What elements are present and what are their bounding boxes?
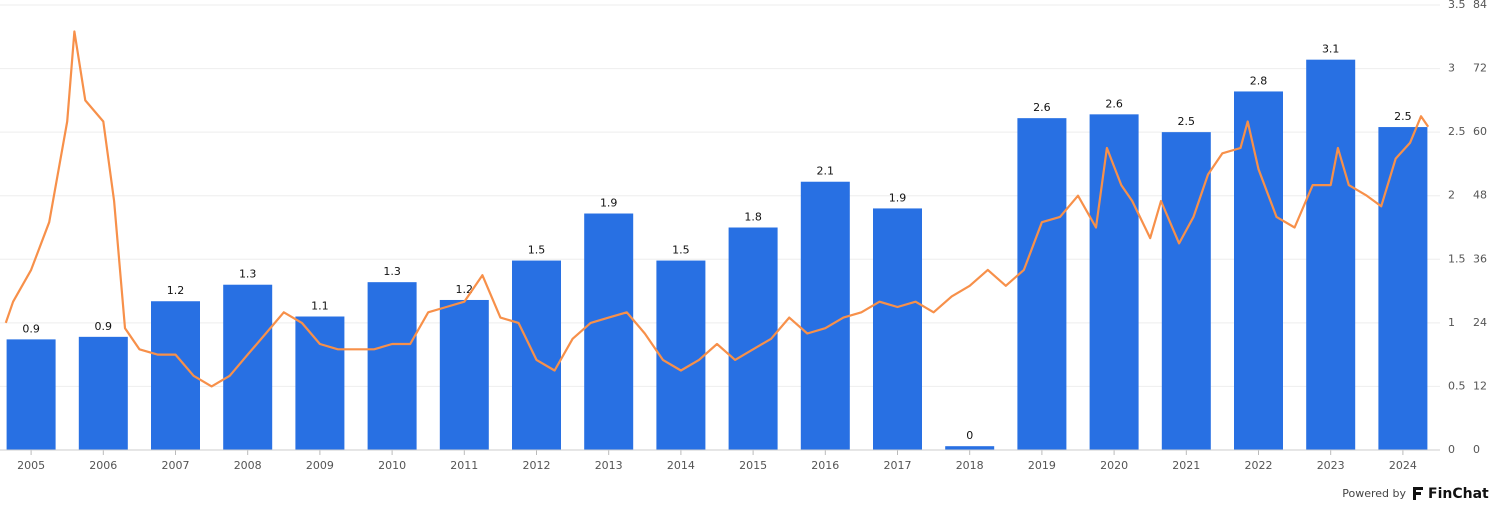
x-tick-label: 2017 (884, 459, 912, 472)
x-tick-label: 2019 (1028, 459, 1056, 472)
bar (367, 282, 417, 450)
y-tick-label: 0.5 (1448, 379, 1466, 392)
value-label: 3.1 (1322, 43, 1340, 56)
value-label: 0.9 (22, 322, 40, 335)
bar (873, 208, 922, 450)
y2-tick-label: 84 (1473, 0, 1487, 11)
y2-tick-label: 48 (1473, 189, 1487, 202)
x-tick-label: 2009 (306, 459, 334, 472)
x-tick-label: 2014 (667, 459, 695, 472)
bar (6, 339, 56, 450)
value-label: 1.3 (383, 265, 401, 278)
bar (800, 181, 850, 450)
y2-tick-label: 12 (1473, 379, 1487, 392)
bar (151, 301, 200, 450)
bar (78, 336, 128, 450)
value-label: 2.6 (1033, 101, 1051, 114)
value-label: 2.5 (1178, 115, 1196, 128)
bar (1017, 118, 1067, 451)
bar (512, 260, 561, 450)
x-tick-label: 2018 (956, 459, 984, 472)
y2-tick-label: 0 (1473, 443, 1480, 456)
x-tick-label: 2012 (523, 459, 551, 472)
bar (223, 284, 273, 450)
y2-tick-label: 24 (1473, 316, 1487, 329)
value-label: 2.8 (1250, 74, 1268, 87)
bar (656, 260, 706, 450)
x-tick-label: 2015 (739, 459, 767, 472)
value-label: 1.3 (239, 268, 257, 281)
x-tick-label: 2010 (378, 459, 406, 472)
y-tick-label: 2 (1448, 189, 1455, 202)
bar (945, 446, 995, 450)
x-tick-label: 2011 (450, 459, 478, 472)
y-tick-label: 2.5 (1448, 125, 1466, 138)
bar (584, 213, 634, 450)
y-tick-label: 1.5 (1448, 252, 1466, 265)
y-tick-label: 1 (1448, 316, 1455, 329)
x-tick-label: 2007 (162, 459, 190, 472)
bar (1378, 127, 1428, 451)
value-label: 2.6 (1105, 97, 1123, 110)
x-tick-label: 2021 (1172, 459, 1200, 472)
x-tick-label: 2016 (811, 459, 839, 472)
y2-tick-label: 72 (1473, 62, 1487, 75)
x-tick-label: 2022 (1245, 459, 1273, 472)
x-tick-label: 2006 (89, 459, 117, 472)
value-label: 1.5 (672, 244, 690, 257)
footer-brand: FinChat (1428, 486, 1489, 502)
value-label: 1.9 (600, 197, 618, 210)
x-tick-label: 2020 (1100, 459, 1128, 472)
value-label: 1.9 (889, 191, 907, 204)
y2-tick-label: 60 (1473, 125, 1487, 138)
value-label: 1.5 (528, 244, 546, 257)
value-label: 1.2 (167, 284, 185, 297)
x-tick-label: 2008 (234, 459, 262, 472)
footer-prefix: Powered by (1342, 487, 1406, 500)
bar (1234, 91, 1283, 450)
value-label: 0.9 (95, 320, 113, 333)
price-line (4, 30, 1430, 388)
x-tick-label: 2023 (1317, 459, 1345, 472)
bar (295, 316, 345, 450)
y-tick-label: 0 (1448, 443, 1455, 456)
y2-tick-label: 36 (1473, 252, 1487, 265)
value-label: 2.5 (1394, 110, 1412, 123)
bar (439, 299, 489, 450)
x-tick-label: 2005 (17, 459, 45, 472)
bar (1089, 114, 1139, 450)
y-tick-label: 3 (1448, 62, 1455, 75)
value-label: 1.1 (311, 300, 329, 313)
value-label: 0 (966, 429, 973, 442)
value-label: 2.1 (817, 165, 835, 178)
x-tick-label: 2024 (1389, 459, 1417, 472)
bar (1306, 59, 1356, 451)
brand-logo (1413, 487, 1423, 500)
x-tick-label: 2013 (595, 459, 623, 472)
value-label: 1.2 (456, 283, 474, 296)
bar (1161, 132, 1211, 450)
value-label: 1.8 (744, 211, 762, 224)
y-tick-label: 3.5 (1448, 0, 1466, 11)
